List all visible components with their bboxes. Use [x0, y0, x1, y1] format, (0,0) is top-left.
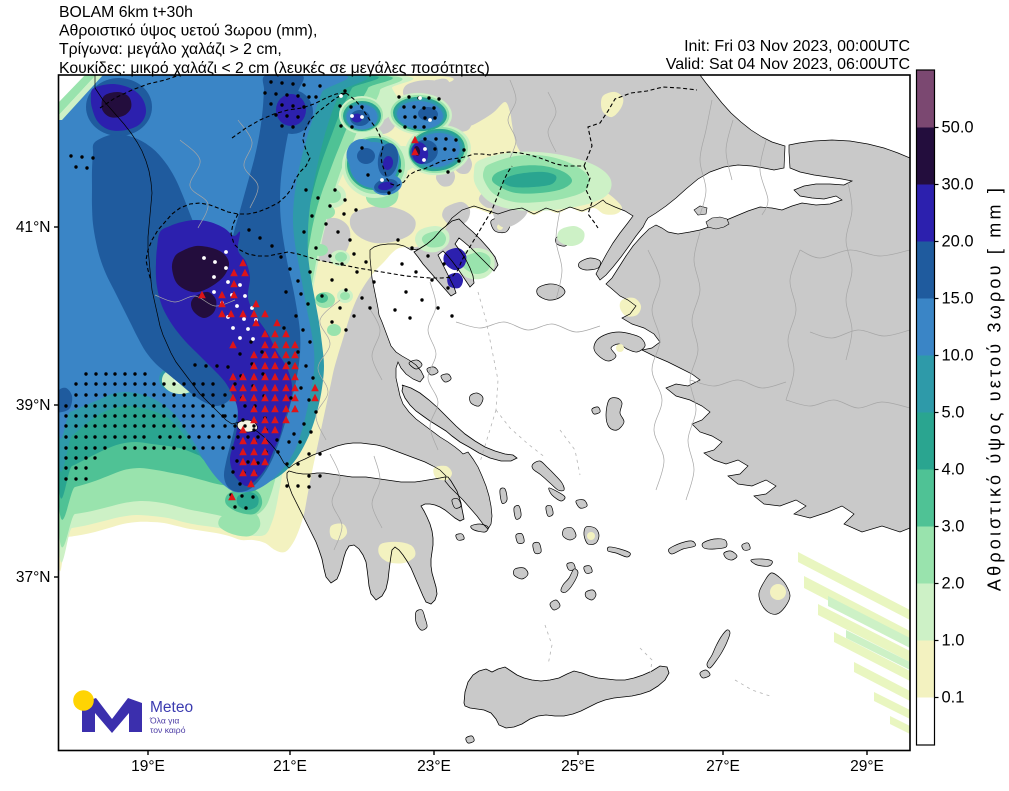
svg-text:41°N: 41°N [16, 219, 51, 236]
svg-text:27°E: 27°E [706, 758, 740, 775]
svg-text:23°E: 23°E [417, 758, 451, 775]
svg-text:19°E: 19°E [131, 758, 165, 775]
svg-text:Κουκίδες: μικρό χαλάζι < 2 cm: Κουκίδες: μικρό χαλάζι < 2 cm (λευκές σε… [59, 60, 490, 77]
svg-text:Αθροιστικό ύψος υετού 3ωρου (m: Αθροιστικό ύψος υετού 3ωρου (mm), [59, 23, 317, 40]
svg-text:3.0: 3.0 [942, 518, 965, 536]
svg-text:25°E: 25°E [561, 758, 595, 775]
svg-text:Τρίγωνα: μεγάλο χαλάζι > 2 cm,: Τρίγωνα: μεγάλο χαλάζι > 2 cm, [59, 41, 282, 58]
svg-text:4.0: 4.0 [942, 461, 965, 479]
svg-text:Όλα για: Όλα για [149, 716, 179, 726]
svg-text:39°N: 39°N [16, 397, 51, 414]
svg-text:Αθροιστικό ύψος υετού 3ωρου [: Αθροιστικό ύψος υετού 3ωρου [ mm ] [985, 185, 1005, 591]
svg-text:2.0: 2.0 [942, 575, 965, 593]
svg-text:Init: Fri 03 Nov 2023, 00:00UT: Init: Fri 03 Nov 2023, 00:00UTC [684, 38, 910, 55]
svg-text:5.0: 5.0 [942, 404, 965, 422]
svg-text:1.0: 1.0 [942, 632, 965, 650]
svg-text:37°N: 37°N [16, 569, 51, 586]
svg-text:21°E: 21°E [273, 758, 307, 775]
svg-text:BOLAM 6km t+30h: BOLAM 6km t+30h [59, 4, 193, 21]
svg-text:29°E: 29°E [850, 758, 884, 775]
svg-text:10.0: 10.0 [942, 347, 974, 365]
svg-text:30.0: 30.0 [942, 176, 974, 194]
svg-text:Valid: Sat 04 Nov 2023, 06:00U: Valid: Sat 04 Nov 2023, 06:00UTC [666, 56, 910, 73]
svg-text:Meteo: Meteo [150, 699, 193, 716]
svg-text:τον καιρό: τον καιρό [150, 725, 186, 735]
svg-text:20.0: 20.0 [942, 233, 974, 251]
svg-text:50.0: 50.0 [942, 119, 974, 137]
svg-text:15.0: 15.0 [942, 290, 974, 308]
svg-text:0.1: 0.1 [942, 689, 965, 707]
